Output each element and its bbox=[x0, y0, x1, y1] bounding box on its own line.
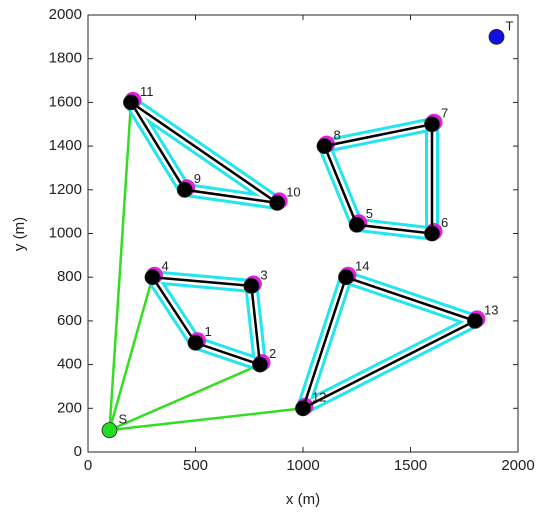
node-label: 12 bbox=[312, 390, 326, 405]
node-label: 14 bbox=[355, 259, 369, 274]
node bbox=[123, 94, 139, 111]
node-label: 9 bbox=[194, 171, 201, 186]
node-label: 3 bbox=[260, 267, 267, 282]
y-tick-label: 200 bbox=[57, 399, 82, 416]
y-tick-label: 400 bbox=[57, 356, 82, 373]
node bbox=[176, 181, 193, 198]
node-label: S bbox=[119, 412, 128, 427]
node bbox=[269, 195, 286, 211]
y-tick-label: 1800 bbox=[49, 50, 82, 67]
node bbox=[187, 334, 204, 351]
node bbox=[348, 216, 365, 233]
node bbox=[316, 138, 333, 155]
node bbox=[424, 116, 440, 133]
buffer-outline bbox=[145, 270, 267, 372]
buffer-outline bbox=[296, 270, 482, 416]
node-label: 4 bbox=[162, 259, 169, 274]
tour-line bbox=[300, 275, 479, 411]
x-tick-label: 2000 bbox=[501, 457, 534, 474]
node bbox=[488, 28, 505, 45]
y-tick-label: 2000 bbox=[49, 6, 82, 23]
node-label: 5 bbox=[366, 206, 373, 221]
link-line bbox=[109, 363, 261, 432]
x-tick-label: 1500 bbox=[394, 457, 427, 474]
link-line bbox=[108, 102, 133, 431]
x-tick-label: 500 bbox=[183, 457, 208, 474]
node bbox=[338, 269, 354, 286]
y-tick-label: 1600 bbox=[49, 93, 82, 110]
node bbox=[144, 269, 161, 286]
node bbox=[243, 278, 260, 294]
y-tick-label: 0 bbox=[74, 443, 82, 460]
node-label: 8 bbox=[334, 128, 341, 143]
y-tick-label: 1400 bbox=[49, 137, 82, 154]
node-label: 11 bbox=[140, 84, 154, 99]
node-label: 10 bbox=[286, 184, 300, 199]
y-axis-label: y (m) bbox=[11, 217, 28, 251]
node-label: T bbox=[506, 18, 514, 33]
y-tick-label: 800 bbox=[57, 268, 82, 285]
tour-line bbox=[129, 101, 278, 205]
y-tick-label: 1200 bbox=[49, 181, 82, 198]
node bbox=[252, 356, 268, 373]
node bbox=[424, 225, 440, 242]
node bbox=[467, 312, 483, 329]
link-line bbox=[109, 407, 304, 432]
node-label: 6 bbox=[441, 215, 448, 230]
node-label: 13 bbox=[484, 302, 498, 317]
x-tick-label: 0 bbox=[84, 457, 92, 474]
node-label: 7 bbox=[441, 106, 448, 121]
x-tick-label: 1000 bbox=[286, 457, 319, 474]
x-axis-label: x (m) bbox=[286, 491, 320, 508]
y-tick-label: 1000 bbox=[49, 224, 82, 241]
node-label: 1 bbox=[205, 324, 212, 339]
node bbox=[295, 400, 311, 417]
link-line bbox=[108, 276, 154, 431]
node bbox=[101, 422, 118, 439]
node-label: 2 bbox=[269, 346, 276, 361]
y-tick-label: 600 bbox=[57, 312, 82, 329]
